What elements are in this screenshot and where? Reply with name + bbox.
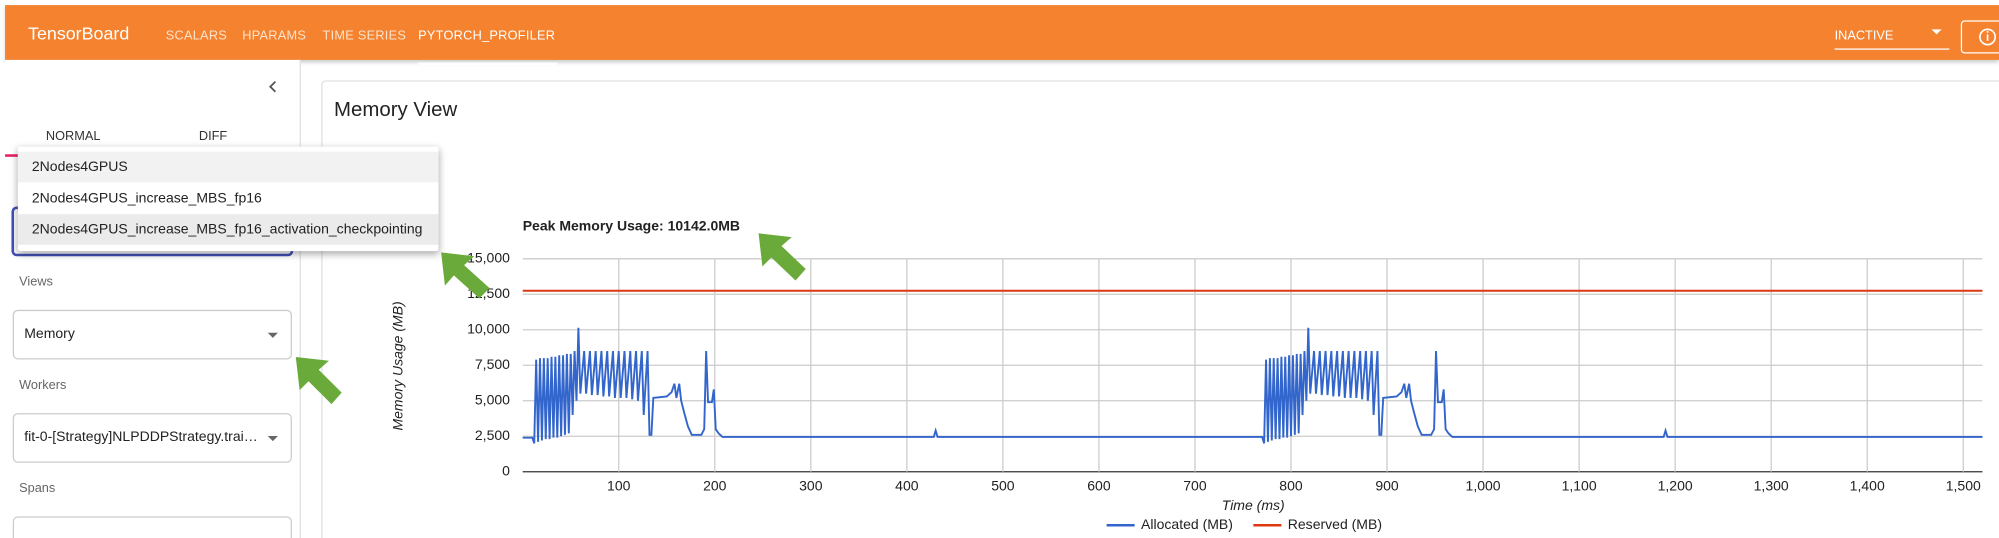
series-line <box>522 327 1983 444</box>
nav-tab[interactable]: TIME SERIES <box>322 29 407 44</box>
top-bar: TensorBoard SCALARS HPARAMS TIME SERIES … <box>5 5 1999 66</box>
menu-option[interactable]: 2Nodes4GPUS_increase_MBS_fp16 <box>31 191 262 207</box>
x-tick-label: 1,100 <box>1562 478 1597 494</box>
spans-select[interactable] <box>12 516 292 538</box>
collapse-button[interactable] <box>265 79 280 94</box>
chart-title: Peak Memory Usage: 10142.0MB <box>523 218 740 234</box>
x-tick-label: 700 <box>1183 478 1207 494</box>
x-tick-label: 1,300 <box>1754 478 1789 494</box>
nav-tab[interactable]: HPARAMS <box>242 29 307 44</box>
menu-option[interactable]: 2Nodes4GPUS_increase_MBS_fp16_activation… <box>17 214 439 245</box>
dropdown-arrow <box>267 436 278 442</box>
active-tab-indicator <box>418 62 558 66</box>
y-tick-label: 2,500 <box>475 427 510 443</box>
y-tick-label: 10,000 <box>467 320 510 336</box>
app-title[interactable]: TensorBoard <box>28 22 130 44</box>
x-tick-label: 400 <box>895 478 919 494</box>
views-select[interactable]: Memory <box>12 309 292 360</box>
y-tick-label: 15,000 <box>467 250 510 266</box>
dropdown-arrow <box>1931 29 1942 35</box>
y-tick-label: 0 <box>502 462 510 478</box>
x-tick-label: 1,000 <box>1466 478 1501 494</box>
x-tick-label: 100 <box>607 478 631 494</box>
field-label: Workers <box>19 378 67 393</box>
mode-tab[interactable]: DIFF <box>198 130 228 145</box>
nav-tab[interactable]: PYTORCH_PROFILER <box>418 29 556 44</box>
x-tick-label: 900 <box>1375 478 1399 494</box>
x-tick-label: 1,200 <box>1658 478 1693 494</box>
card-title: Memory View <box>334 99 458 122</box>
nav-tab[interactable]: SCALARS <box>165 29 228 44</box>
menu-option[interactable]: 2Nodes4GPUS <box>17 151 439 183</box>
field-label: Views <box>19 275 53 290</box>
info-icon <box>1979 28 1997 46</box>
y-tick-label: 5,000 <box>475 391 510 407</box>
x-tick-label: 200 <box>703 478 727 494</box>
mode-tab[interactable]: NORMAL <box>45 130 101 145</box>
x-tick-label: 300 <box>799 478 823 494</box>
x-tick-label: 500 <box>991 478 1015 494</box>
y-tick-label: 7,500 <box>475 356 510 372</box>
x-axis-label: Time (ms) <box>1222 497 1285 513</box>
y-axis-label: Memory Usage (MB) <box>390 301 406 430</box>
x-tick-label: 600 <box>1087 478 1111 494</box>
x-tick-label: 1,500 <box>1946 478 1981 494</box>
status-select[interactable]: INACTIVE <box>1834 29 1894 44</box>
info-button[interactable] <box>1960 20 1999 54</box>
select-value: Memory <box>24 326 75 342</box>
field-label: Spans <box>19 481 56 496</box>
select-underline <box>1834 48 1950 50</box>
x-tick-label: 800 <box>1279 478 1303 494</box>
workers-select[interactable]: fit-0-[Strategy]NLPDDPStrategy.trai… <box>12 413 292 463</box>
y-tick-label: 12,500 <box>467 285 510 301</box>
legend-label: Allocated (MB) <box>1141 516 1233 532</box>
legend-label: Reserved (MB) <box>1288 516 1382 532</box>
dropdown-arrow <box>267 332 278 338</box>
select-value: fit-0-[Strategy]NLPDDPStrategy.trai… <box>24 429 258 445</box>
run-dropdown-menu: 2Nodes4GPUS 2Nodes4GPUS_increase_MBS_fp1… <box>17 146 439 252</box>
x-tick-label: 1,400 <box>1850 478 1885 494</box>
memory-view-card: Memory View <box>321 80 1999 538</box>
